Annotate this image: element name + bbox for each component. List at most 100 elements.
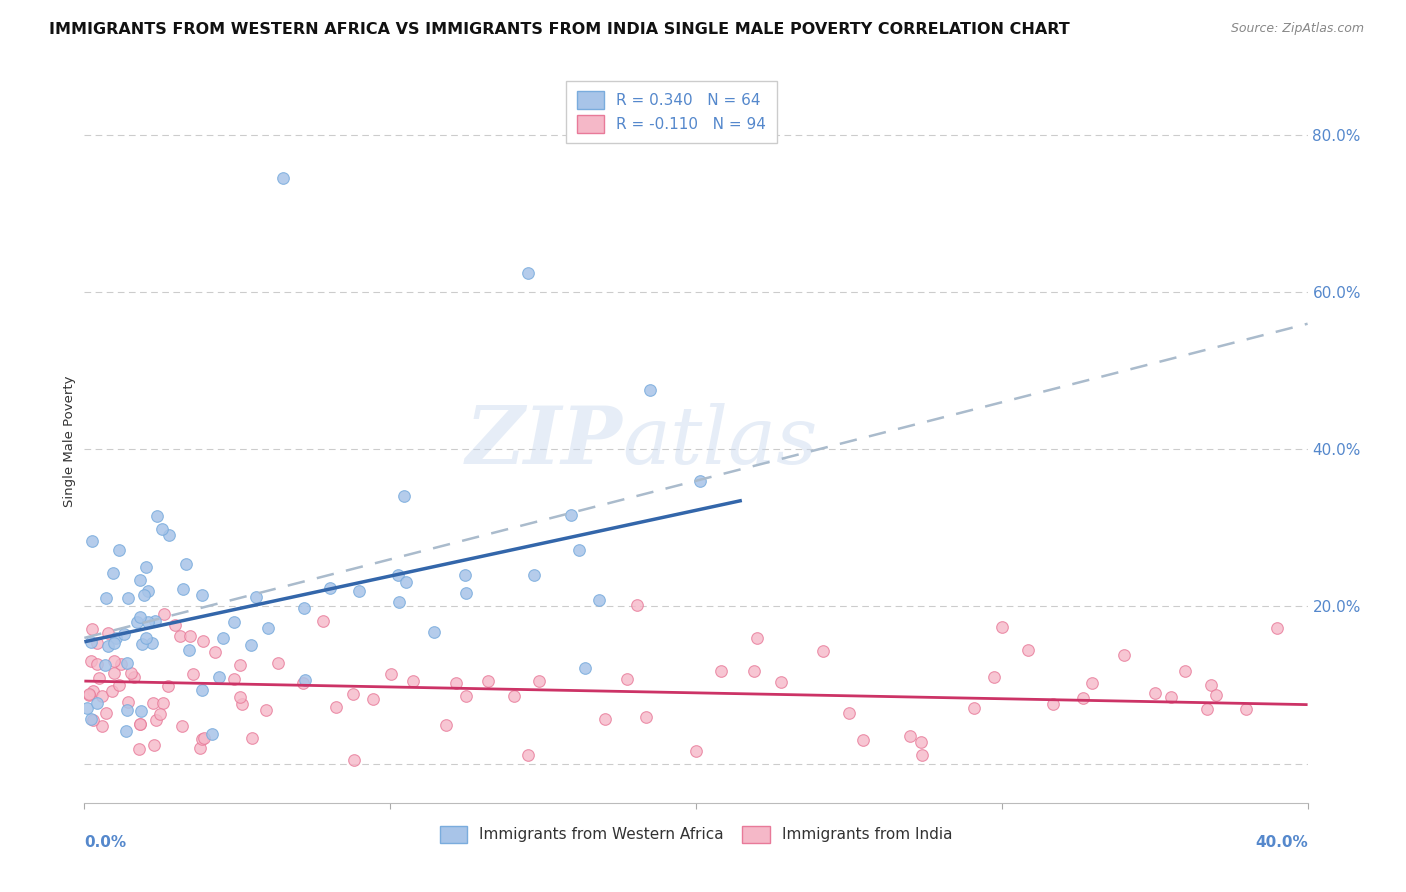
Point bbox=[145, 714, 167, 728]
Point bbox=[516, 747, 538, 762]
Point bbox=[245, 590, 267, 604]
Point bbox=[179, 629, 201, 643]
Point bbox=[267, 656, 290, 670]
Point bbox=[183, 667, 205, 681]
Point bbox=[852, 733, 875, 747]
Point bbox=[103, 655, 125, 669]
Point bbox=[1265, 621, 1288, 635]
Point bbox=[143, 614, 166, 628]
Point bbox=[312, 614, 335, 628]
Point bbox=[568, 542, 591, 557]
Point bbox=[1081, 676, 1104, 690]
Point bbox=[963, 700, 986, 714]
Point bbox=[115, 703, 138, 717]
Point bbox=[444, 676, 467, 690]
Point bbox=[76, 700, 98, 714]
Point bbox=[380, 666, 402, 681]
Point bbox=[103, 636, 125, 650]
Point bbox=[1160, 690, 1182, 705]
Point bbox=[240, 638, 263, 652]
Point bbox=[129, 717, 152, 731]
Point bbox=[141, 635, 163, 649]
Point bbox=[477, 674, 499, 689]
Point bbox=[112, 627, 135, 641]
Point bbox=[319, 581, 342, 595]
Point bbox=[423, 624, 446, 639]
Point bbox=[742, 664, 765, 678]
Point bbox=[153, 607, 176, 621]
Point bbox=[222, 672, 245, 686]
Point bbox=[120, 666, 142, 681]
Point bbox=[142, 739, 165, 753]
Point bbox=[193, 731, 215, 746]
Point bbox=[86, 657, 108, 671]
Point bbox=[117, 591, 139, 606]
Point bbox=[79, 635, 101, 649]
Point bbox=[127, 615, 149, 629]
Point bbox=[94, 706, 117, 720]
Point bbox=[769, 675, 792, 690]
Point bbox=[1197, 701, 1219, 715]
Point bbox=[77, 687, 100, 701]
Point bbox=[157, 527, 180, 541]
Point bbox=[1114, 648, 1136, 662]
Point bbox=[231, 697, 253, 711]
Point bbox=[395, 574, 418, 589]
Point bbox=[191, 731, 214, 746]
Point bbox=[1071, 691, 1094, 706]
Point bbox=[208, 670, 231, 684]
Point bbox=[204, 644, 226, 658]
Text: 40.0%: 40.0% bbox=[1254, 835, 1308, 850]
Point bbox=[343, 753, 366, 767]
Point bbox=[392, 489, 415, 503]
Point bbox=[271, 171, 294, 186]
Point bbox=[747, 631, 769, 645]
Point bbox=[291, 676, 314, 690]
Point bbox=[361, 692, 384, 706]
Point bbox=[128, 716, 150, 731]
Point bbox=[710, 664, 733, 678]
Point bbox=[527, 673, 550, 688]
Point bbox=[117, 695, 139, 709]
Point bbox=[177, 643, 200, 657]
Point bbox=[1144, 686, 1167, 700]
Legend: Immigrants from Western Africa, Immigrants from India: Immigrants from Western Africa, Immigran… bbox=[433, 820, 959, 849]
Point bbox=[342, 688, 364, 702]
Point bbox=[911, 747, 934, 762]
Point bbox=[103, 666, 125, 681]
Point bbox=[115, 657, 138, 671]
Point bbox=[434, 718, 457, 732]
Point bbox=[135, 559, 157, 574]
Point bbox=[294, 673, 316, 688]
Point bbox=[172, 582, 194, 596]
Point bbox=[212, 631, 235, 645]
Point bbox=[129, 704, 152, 718]
Point bbox=[146, 509, 169, 524]
Point bbox=[522, 568, 544, 582]
Point bbox=[131, 637, 153, 651]
Point bbox=[222, 615, 245, 629]
Point bbox=[163, 618, 186, 632]
Point bbox=[94, 658, 117, 673]
Point bbox=[91, 719, 114, 733]
Point bbox=[136, 615, 159, 629]
Point bbox=[388, 595, 411, 609]
Point bbox=[142, 697, 165, 711]
Point bbox=[104, 631, 127, 645]
Point bbox=[122, 670, 145, 684]
Point bbox=[636, 709, 658, 723]
Point bbox=[574, 661, 596, 675]
Point bbox=[108, 542, 131, 557]
Point bbox=[1205, 688, 1227, 702]
Point bbox=[588, 593, 610, 607]
Point bbox=[77, 688, 100, 702]
Point bbox=[87, 672, 110, 686]
Point bbox=[349, 584, 371, 599]
Text: Source: ZipAtlas.com: Source: ZipAtlas.com bbox=[1230, 22, 1364, 36]
Point bbox=[191, 634, 214, 648]
Point bbox=[325, 700, 347, 714]
Point bbox=[188, 741, 211, 756]
Text: atlas: atlas bbox=[623, 403, 818, 480]
Point bbox=[1236, 701, 1258, 715]
Point bbox=[150, 522, 173, 536]
